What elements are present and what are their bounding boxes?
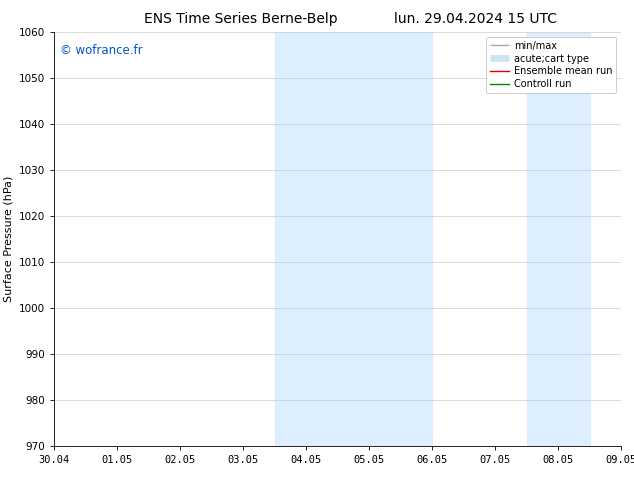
Bar <box>275 32 306 446</box>
Legend: min/max, acute;cart type, Ensemble mean run, Controll run: min/max, acute;cart type, Ensemble mean … <box>486 37 616 93</box>
Y-axis label: Surface Pressure (hPa): Surface Pressure (hPa) <box>3 176 13 302</box>
Text: © wofrance.fr: © wofrance.fr <box>60 44 142 57</box>
Text: lun. 29.04.2024 15 UTC: lun. 29.04.2024 15 UTC <box>394 12 557 26</box>
Bar <box>306 32 432 446</box>
Text: ENS Time Series Berne-Belp: ENS Time Series Berne-Belp <box>144 12 338 26</box>
Bar <box>527 32 590 446</box>
